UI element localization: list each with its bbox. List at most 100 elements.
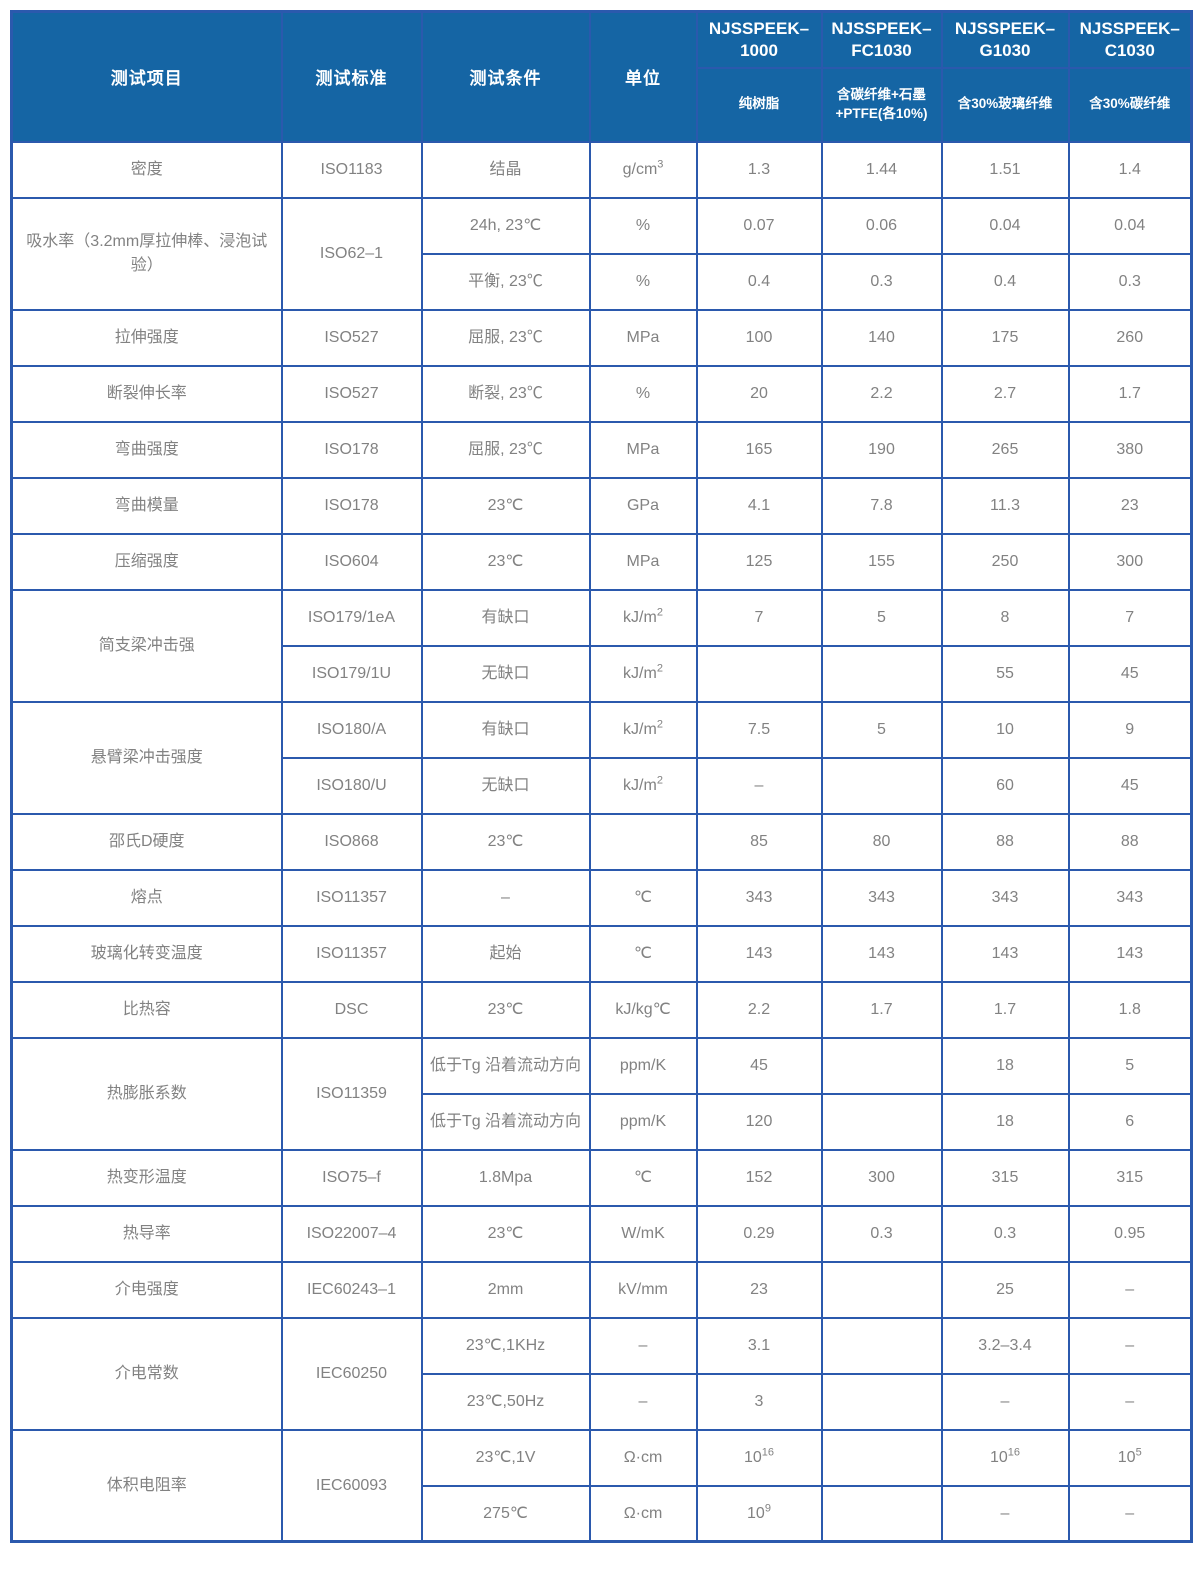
table-cell: 屈服, 23℃ — [420, 308, 591, 367]
table-cell: 23℃ — [420, 812, 591, 871]
table-cell: 0.4 — [940, 252, 1070, 311]
table-cell: 介电强度 — [10, 1260, 283, 1319]
table-cell: IEC60243–1 — [280, 1260, 423, 1319]
table-cell: 屈服, 23℃ — [420, 420, 591, 479]
table-cell: kJ/m2 — [588, 756, 698, 815]
product-desc-header: 含30%碳纤维 — [1067, 66, 1193, 143]
table-cell: – — [420, 868, 591, 927]
table-cell: – — [1067, 1484, 1193, 1543]
table-row: 密度 ISO1183 结晶 g/cm3 1.3 1.44 1.51 1.4 — [10, 140, 1193, 199]
table-row: 压缩强度 ISO604 23℃ MPa 125 155 250 300 — [10, 532, 1193, 591]
table-cell: – — [588, 1316, 698, 1375]
table-cell: 55 — [940, 644, 1070, 703]
table-cell: 1.7 — [1067, 364, 1193, 423]
table-cell: % — [588, 364, 698, 423]
table-cell: 熔点 — [10, 868, 283, 927]
table-cell: 315 — [1067, 1148, 1193, 1207]
table-cell: 0.3 — [940, 1204, 1070, 1263]
table-row: 拉伸强度 ISO527 屈服, 23℃ MPa 100 140 175 260 — [10, 308, 1193, 367]
table-cell: 0.95 — [1067, 1204, 1193, 1263]
table-cell: 1.51 — [940, 140, 1070, 199]
table-cell: 380 — [1067, 420, 1193, 479]
table-cell: 低于Tg 沿着流动方向 — [420, 1092, 591, 1151]
table-cell: 3.2–3.4 — [940, 1316, 1070, 1375]
table-cell: 热膨胀系数 — [10, 1036, 283, 1151]
table-cell: 有缺口 — [420, 588, 591, 647]
table-cell: 1.4 — [1067, 140, 1193, 199]
table-cell: ISO179/1eA — [280, 588, 423, 647]
table-cell: 1.7 — [940, 980, 1070, 1039]
table-row: 介电常数 IEC60250 23℃,1KHz –3.1 3.2–3.4– — [10, 1316, 1193, 1431]
table-cell — [820, 1260, 943, 1319]
table-cell: 0.04 — [940, 196, 1070, 255]
table-cell: 2mm — [420, 1260, 591, 1319]
table-cell: 1016 — [695, 1428, 823, 1487]
table-cell: – — [1067, 1316, 1193, 1375]
table-cell: 152 — [695, 1148, 823, 1207]
superscript: 16 — [761, 1446, 775, 1459]
superscript: 3 — [657, 158, 664, 171]
table-cell: 143 — [1067, 924, 1193, 983]
table-cell: 吸水率（3.2mm厚拉伸棒、浸泡试验） — [10, 196, 283, 311]
table-cell: 275℃ — [420, 1484, 591, 1543]
table-cell: 343 — [940, 868, 1070, 927]
product-name-header: NJSSPEEK– FC1030 — [820, 10, 943, 69]
table-cell: 体积电阻率 — [10, 1428, 283, 1543]
table-cell: 1.8 — [1067, 980, 1193, 1039]
table-cell: ISO178 — [280, 476, 423, 535]
table-cell: ISO527 — [280, 308, 423, 367]
table-row: 简支梁冲击强 ISO179/1eA 有缺口 kJ/m2 7 5 8 7 — [10, 588, 1193, 703]
table-cell: 1.44 — [820, 140, 943, 199]
column-header-1: 测试项目 — [10, 10, 283, 143]
table-cell — [820, 1316, 943, 1375]
column-header-2: 测试标准 — [280, 10, 423, 143]
table-cell: 1016 — [940, 1428, 1070, 1487]
table-row: ISO179/1U 无缺口 kJ/m2 55 45 — [12, 644, 1193, 703]
table-cell: 比热容 — [10, 980, 283, 1039]
table-cell: 3.1 — [695, 1316, 823, 1375]
table-cell: 低于Tg 沿着流动方向 — [420, 1036, 591, 1095]
table-cell: 18 — [940, 1092, 1070, 1151]
table-row: 熔点 ISO11357– ℃ 343 343 343 343 — [10, 868, 1193, 927]
table-cell: 起始 — [420, 924, 591, 983]
table-cell: 2.2 — [695, 980, 823, 1039]
table-cell: 88 — [1067, 812, 1193, 871]
table-cell: 结晶 — [420, 140, 591, 199]
table-cell: 热变形温度 — [10, 1148, 283, 1207]
product-desc-header: 含30%玻璃纤维 — [940, 66, 1070, 143]
table-cell: 300 — [820, 1148, 943, 1207]
table-cell: 热导率 — [10, 1204, 283, 1263]
table-cell: kV/mm — [588, 1260, 698, 1319]
table-cell: 5 — [820, 700, 943, 759]
table-row: 275℃ Ω·cm 109 – – — [12, 1484, 1193, 1543]
table-row: 断裂伸长率 ISO527 断裂, 23℃% 20 2.2 2.7 1.7 — [10, 364, 1193, 423]
table-cell: ISO75–f — [280, 1148, 423, 1207]
table-cell: IEC60250 — [280, 1316, 423, 1431]
product-name-header: NJSSPEEK– 1000 — [695, 10, 823, 69]
table-cell: 24h, 23℃ — [420, 196, 591, 255]
table-cell: 190 — [820, 420, 943, 479]
table-cell: 155 — [820, 532, 943, 591]
table-cell: 45 — [695, 1036, 823, 1095]
table-cell: – — [940, 1484, 1070, 1543]
table-cell: 315 — [940, 1148, 1070, 1207]
table-row: 弯曲强度 ISO178 屈服, 23℃ MPa 165 190 265 380 — [10, 420, 1193, 479]
table-cell: 343 — [695, 868, 823, 927]
table-cell: ℃ — [588, 1148, 698, 1207]
table-row: 热导率 ISO22007–4 23℃ W/mK 0.29 0.3 0.3 0.95 — [10, 1204, 1193, 1263]
table-cell: 0.29 — [695, 1204, 823, 1263]
table-cell: 7.8 — [820, 476, 943, 535]
table-cell — [588, 812, 698, 871]
table-row: 平衡, 23℃% 0.4 0.3 0.4 0.3 — [12, 252, 1193, 311]
table-cell: 0.06 — [820, 196, 943, 255]
table-cell: 88 — [940, 812, 1070, 871]
table-cell: 85 — [695, 812, 823, 871]
table-cell: 拉伸强度 — [10, 308, 283, 367]
table-row: 热变形温度 ISO75–f 1.8Mpa ℃ 152 300 315 315 — [10, 1148, 1193, 1207]
table-header: 测试项目 测试标准 测试条件 单位 NJSSPEEK– 1000 NJSSPEEK– FC… — [10, 10, 1193, 143]
table-row: 23℃,50Hz –3– – — [12, 1372, 1193, 1431]
table-cell: ISO62–1 — [280, 196, 423, 311]
table-row: 吸水率（3.2mm厚拉伸棒、浸泡试验） ISO62–1 24h, 23℃% 0.07 0… — [10, 196, 1193, 311]
table-cell: 9 — [1067, 700, 1193, 759]
